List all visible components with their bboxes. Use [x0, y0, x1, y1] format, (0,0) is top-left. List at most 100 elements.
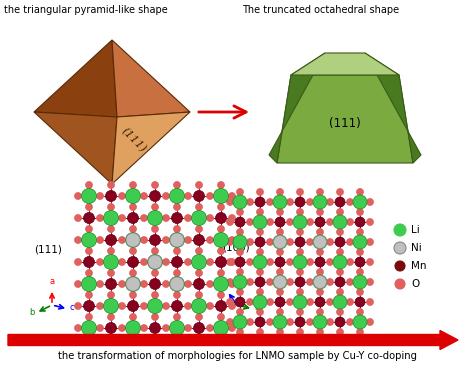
- Circle shape: [353, 315, 367, 329]
- Circle shape: [313, 275, 327, 289]
- Circle shape: [313, 276, 327, 289]
- Circle shape: [237, 189, 244, 196]
- Circle shape: [74, 237, 82, 244]
- Circle shape: [297, 328, 303, 335]
- Text: a: a: [49, 277, 55, 286]
- Circle shape: [218, 225, 225, 232]
- Circle shape: [218, 248, 225, 255]
- Circle shape: [356, 328, 364, 335]
- Circle shape: [85, 225, 92, 232]
- Circle shape: [85, 314, 92, 321]
- Circle shape: [148, 255, 162, 269]
- Circle shape: [366, 218, 374, 225]
- Polygon shape: [112, 112, 190, 184]
- Circle shape: [346, 238, 354, 245]
- Circle shape: [266, 318, 273, 325]
- Circle shape: [237, 289, 244, 296]
- Circle shape: [207, 303, 213, 310]
- Circle shape: [286, 218, 293, 225]
- Circle shape: [97, 237, 103, 244]
- Circle shape: [195, 182, 202, 189]
- Circle shape: [295, 197, 305, 207]
- Circle shape: [246, 238, 254, 245]
- Circle shape: [276, 228, 283, 235]
- Circle shape: [276, 269, 283, 276]
- Circle shape: [170, 321, 184, 335]
- Circle shape: [140, 280, 147, 287]
- Polygon shape: [365, 53, 421, 163]
- Circle shape: [335, 317, 345, 327]
- Circle shape: [228, 214, 236, 221]
- Circle shape: [218, 335, 225, 342]
- Circle shape: [355, 257, 365, 267]
- Circle shape: [173, 314, 181, 321]
- Circle shape: [140, 193, 147, 200]
- Circle shape: [149, 323, 161, 334]
- Circle shape: [255, 317, 265, 327]
- Circle shape: [218, 292, 225, 299]
- Circle shape: [184, 259, 191, 266]
- Circle shape: [97, 259, 103, 266]
- Circle shape: [346, 318, 354, 325]
- Circle shape: [273, 276, 286, 289]
- Circle shape: [233, 195, 247, 209]
- Circle shape: [275, 217, 285, 227]
- Circle shape: [315, 257, 325, 267]
- Circle shape: [140, 324, 147, 331]
- Circle shape: [74, 193, 82, 200]
- Text: c: c: [223, 280, 228, 289]
- Circle shape: [297, 189, 303, 196]
- Circle shape: [213, 189, 228, 203]
- Circle shape: [108, 248, 115, 255]
- Circle shape: [129, 225, 137, 232]
- Circle shape: [118, 259, 126, 266]
- Circle shape: [173, 248, 181, 255]
- Polygon shape: [34, 40, 117, 117]
- Circle shape: [235, 217, 245, 227]
- Circle shape: [276, 208, 283, 215]
- Circle shape: [82, 276, 97, 292]
- Circle shape: [207, 259, 213, 266]
- Circle shape: [327, 199, 334, 206]
- Circle shape: [237, 308, 244, 315]
- Circle shape: [147, 255, 163, 269]
- Circle shape: [85, 203, 92, 210]
- Circle shape: [237, 248, 244, 255]
- Circle shape: [126, 189, 140, 203]
- Text: (111): (111): [34, 245, 62, 255]
- Circle shape: [273, 315, 287, 329]
- Circle shape: [256, 189, 264, 196]
- FancyArrow shape: [8, 331, 458, 349]
- Circle shape: [335, 237, 345, 247]
- Circle shape: [313, 235, 327, 248]
- Circle shape: [172, 256, 182, 268]
- Circle shape: [129, 203, 137, 210]
- Circle shape: [140, 237, 147, 244]
- Circle shape: [227, 238, 234, 245]
- Circle shape: [152, 225, 158, 232]
- Circle shape: [286, 279, 293, 286]
- Circle shape: [246, 199, 254, 206]
- Circle shape: [293, 255, 307, 269]
- Circle shape: [207, 324, 213, 331]
- Circle shape: [317, 289, 323, 296]
- Circle shape: [286, 299, 293, 306]
- Circle shape: [227, 259, 234, 266]
- Circle shape: [170, 232, 184, 248]
- Circle shape: [163, 280, 170, 287]
- Circle shape: [366, 259, 374, 266]
- Circle shape: [173, 225, 181, 232]
- Circle shape: [140, 214, 147, 221]
- Circle shape: [152, 182, 158, 189]
- Circle shape: [191, 255, 207, 269]
- Circle shape: [170, 277, 184, 291]
- Circle shape: [317, 308, 323, 315]
- Circle shape: [335, 277, 345, 287]
- Circle shape: [82, 232, 97, 248]
- Circle shape: [253, 215, 267, 229]
- Circle shape: [307, 238, 313, 245]
- Circle shape: [275, 257, 285, 267]
- Circle shape: [273, 235, 286, 248]
- Circle shape: [216, 300, 227, 311]
- Circle shape: [170, 189, 184, 203]
